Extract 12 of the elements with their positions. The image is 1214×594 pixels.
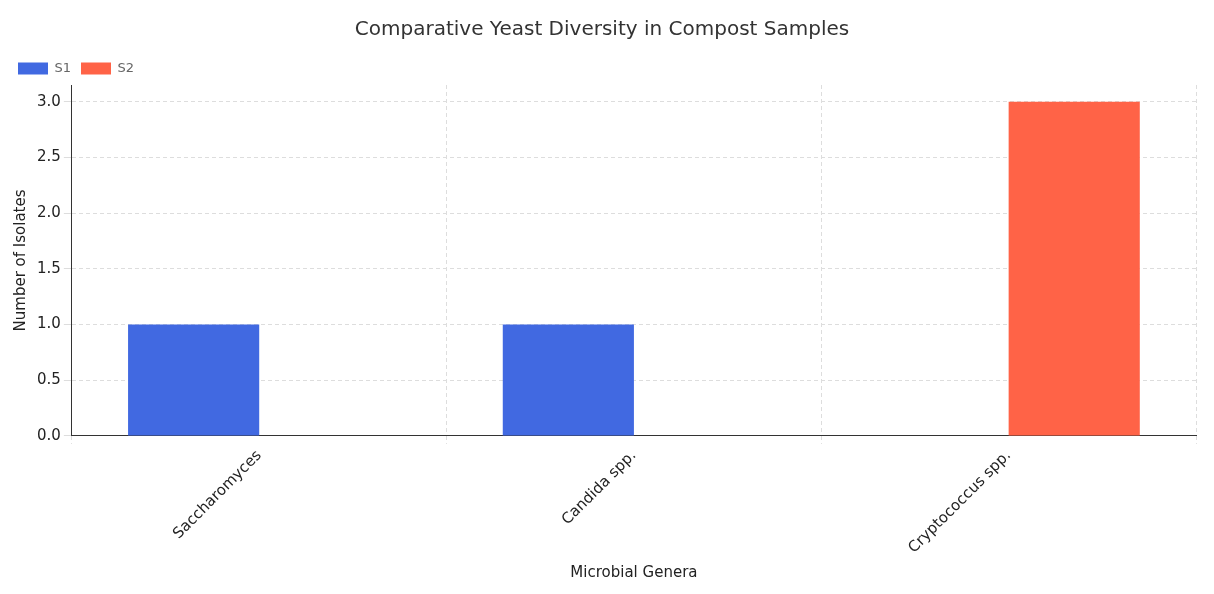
- legend-label: S2: [117, 59, 135, 75]
- y-tick-label: 3.0: [37, 91, 61, 110]
- y-tick-label: 0.5: [37, 370, 61, 389]
- x-axis-title: Microbial Genera: [570, 562, 698, 581]
- y-axis-title: Number of Isolates: [10, 189, 29, 332]
- y-tick-label: 1.0: [37, 314, 61, 333]
- chart-title: Comparative Yeast Diversity in Compost Samples: [354, 16, 850, 41]
- y-tick-label: 2.5: [37, 147, 61, 166]
- legend-label: S1: [54, 59, 72, 75]
- y-tick-label: 0.0: [37, 425, 61, 444]
- y-tick-label: 2.0: [37, 202, 61, 221]
- y-tick-label: 1.5: [37, 258, 61, 277]
